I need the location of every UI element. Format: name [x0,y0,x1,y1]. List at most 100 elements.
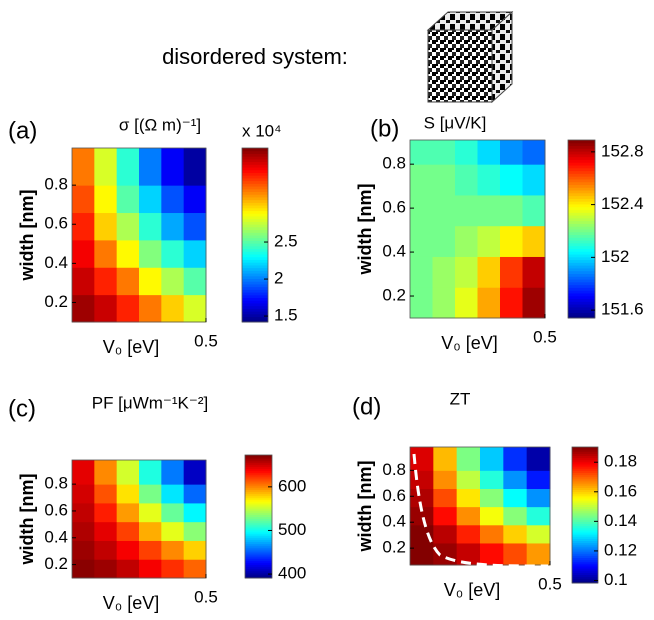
y-tick-label: 0.8 [382,460,406,479]
colorbar-slice [245,455,272,458]
colorbar-slice [245,543,272,546]
colorbar-slice [568,265,595,269]
colorbar-slice [242,199,268,203]
colorbar-slice [572,566,598,569]
colorbar-slice [242,167,268,171]
heatmap-cell [477,164,501,196]
colorbar-slice [568,203,595,208]
x-axis-label: V₀ [eV] [444,580,501,600]
heatmap-cell [72,267,95,296]
colorbar-slice [568,159,595,163]
colorbar-slice [245,547,272,550]
colorbar-slice [242,302,268,307]
colorbar-slice [572,498,598,501]
colorbar-tick-label: 1.5 [274,306,298,325]
colorbar-slice [242,319,268,323]
colorbar-slice [242,245,268,250]
colorbar-slice [572,551,598,554]
colorbar-slice [242,183,268,187]
colorbar-slice [245,479,272,483]
heatmap-cell [72,294,95,323]
heatmap-cell [72,212,95,241]
colorbar-slice [572,553,598,556]
y-axis-label: width [nm] [17,190,37,282]
heatmap-cell [526,506,551,526]
colorbar-slice [242,289,268,293]
colorbar-slice [572,534,598,537]
y-tick-label: 0.6 [382,198,406,217]
colorbar-slice [242,294,268,299]
panel-title: PF [μWm⁻¹K⁻²] [92,393,209,412]
colorbar-slice [572,457,598,461]
colorbar-exponent: x 10⁴ [242,121,281,140]
colorbar-slice [242,194,268,198]
colorbar-slice [245,553,272,556]
colorbar-slice [568,170,595,174]
colorbar-tick-label: 2.5 [274,232,298,251]
colorbar-slice [242,237,268,241]
colorbar-tick-label: 2 [274,269,283,288]
colorbar-slice [572,466,598,469]
heatmap-cell [480,470,504,489]
colorbar-slice [568,195,595,199]
colorbar-slice [568,287,595,291]
heatmap-cell [456,506,481,526]
heatmap-cell [72,185,95,214]
colorbar-slice [245,551,272,554]
colorbar-slice [572,478,598,482]
colorbar-slice [572,447,598,450]
colorbar-slice [242,243,268,247]
colorbar-slice [245,558,272,562]
colorbar-slice [245,566,272,569]
colorbar-slice [572,544,598,548]
heatmap-cell [410,447,434,471]
colorbar-slice [572,521,598,524]
colorbar-slice [245,483,272,487]
colorbar-slice [242,205,268,209]
heatmap-cell [116,460,140,485]
heatmap-cell [161,148,185,186]
colorbar-slice [572,476,598,480]
colorbar-slice [572,493,598,497]
heatmap-cell [503,447,528,471]
heatmap-cell [183,484,207,504]
colorbar-frame [244,454,273,579]
heatmap-cell [410,488,434,508]
heatmap-cell [503,524,528,544]
colorbar-slice [245,556,272,560]
heatmap-cell [72,502,95,523]
colorbar-slice [245,560,272,564]
colorbar-slice [572,459,598,463]
colorbar-slice [572,512,598,516]
colorbar-slice [572,570,598,573]
colorbar-slice [568,201,595,205]
colorbar-tick-label: 0.16 [604,481,637,500]
colorbar-slice [245,503,272,506]
colorbar-slice [568,151,595,155]
heatmap-cell [503,470,528,489]
colorbar-slice [572,580,598,584]
colorbar-slice [572,523,598,527]
colorbar-slice [572,510,598,514]
colorbar-slice [242,254,268,258]
colorbar-slice [242,169,268,173]
colorbar-slice [572,491,598,495]
heatmap-cell [410,524,434,544]
colorbar-slice [568,148,595,152]
heatmap-cell [72,484,95,504]
heatmap-cell [161,540,185,560]
colorbar-slice [568,212,595,216]
heatmap-cell [94,267,118,296]
heatmap-cell [116,148,140,186]
heatmap-cell [503,488,528,508]
colorbar-slice [242,259,268,263]
heatmap-cell [72,148,95,186]
colorbar-slice [572,495,598,499]
colorbar-slice [568,309,595,313]
heatmap-cell [116,294,140,323]
heatmap-cell [183,294,207,323]
colorbar-slice [245,554,272,558]
colorbar-slice [242,232,268,236]
cube-icon [426,10,514,104]
heatmap-cell [456,447,481,471]
